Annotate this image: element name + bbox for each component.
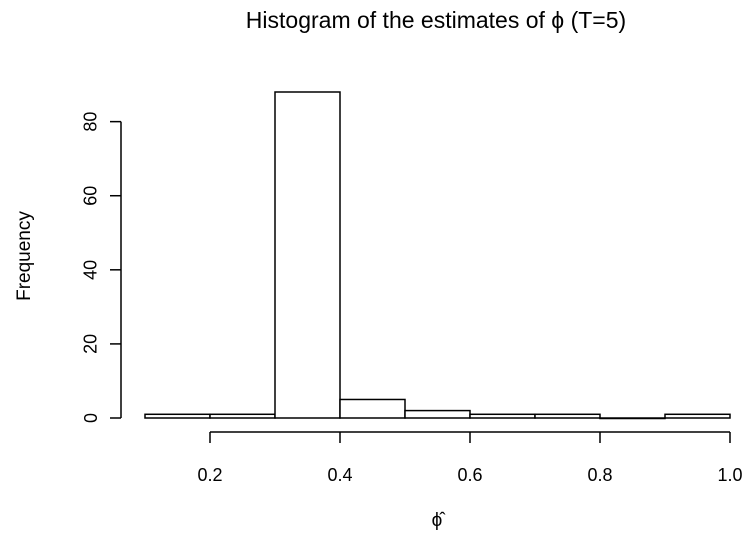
y-tick-label: 80 xyxy=(81,112,101,132)
histogram-bar xyxy=(599,417,666,420)
histogram-bar xyxy=(664,413,731,419)
histogram-bar xyxy=(534,413,601,419)
histogram-bar xyxy=(144,413,211,419)
y-tick-label: 0 xyxy=(81,413,101,423)
histogram-bar xyxy=(404,409,471,419)
y-tick-label: 20 xyxy=(81,334,101,354)
x-axis: 0.2 0.4 0.6 0.8 1.0 xyxy=(197,431,743,485)
x-axis-label: ϕ̂ xyxy=(432,510,447,531)
histogram-bar xyxy=(469,413,536,419)
histogram-bar xyxy=(209,413,276,419)
x-tick-label: 0.8 xyxy=(587,465,612,485)
y-tick-label: 40 xyxy=(81,260,101,280)
x-tick-label: 1.0 xyxy=(717,465,742,485)
y-axis: 0 20 40 60 80 xyxy=(81,112,122,423)
x-tick-label: 0.6 xyxy=(457,465,482,485)
histogram-bar xyxy=(274,91,341,419)
histogram-bar xyxy=(339,398,406,419)
x-tick-label: 0.2 xyxy=(197,465,222,485)
bars-group xyxy=(144,91,731,420)
chart-title: Histogram of the estimates of ϕ (T=5) xyxy=(246,7,626,33)
y-axis-label: Frequency xyxy=(14,211,35,301)
x-tick-label: 0.4 xyxy=(327,465,352,485)
y-tick-label: 60 xyxy=(81,186,101,206)
